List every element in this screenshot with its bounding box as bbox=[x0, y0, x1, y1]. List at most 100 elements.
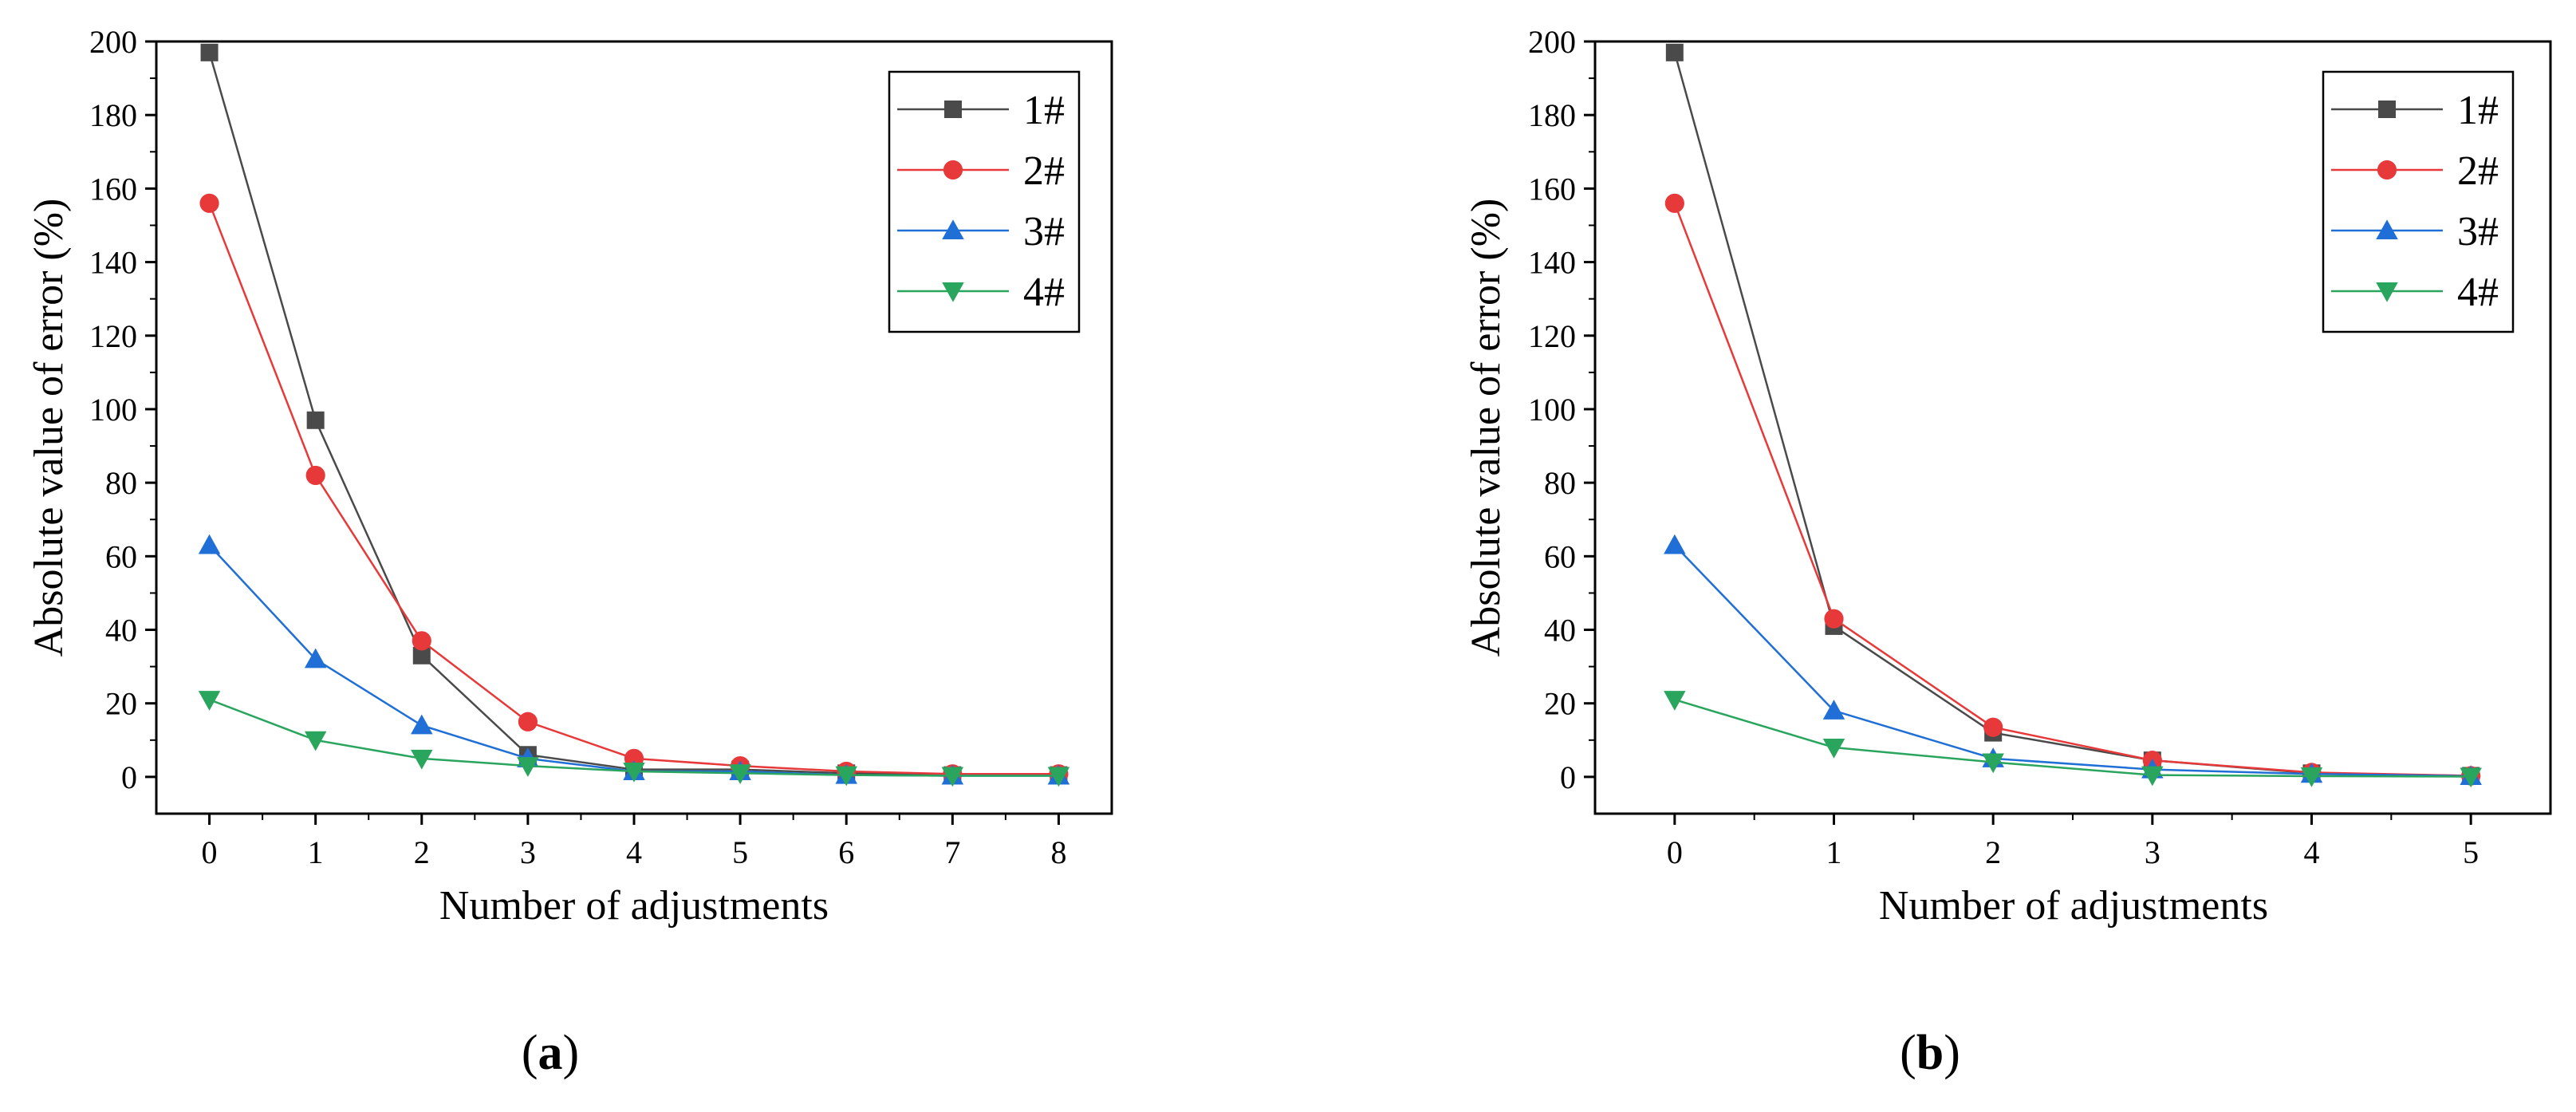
y-tick-label: 80 bbox=[1544, 465, 1576, 501]
x-tick-label: 2 bbox=[1985, 834, 2001, 870]
legend-marker-2 bbox=[943, 160, 963, 180]
x-tick-label: 0 bbox=[1667, 834, 1683, 870]
data-point-series-4 bbox=[304, 731, 327, 751]
data-point-series-4 bbox=[729, 764, 751, 785]
data-point-series-4 bbox=[2460, 767, 2482, 788]
data-point-series-3 bbox=[1664, 534, 1686, 554]
data-point-series-4 bbox=[623, 762, 645, 783]
x-tick-label: 4 bbox=[2304, 834, 2320, 870]
panel-label: (a) bbox=[522, 1026, 579, 1080]
y-tick-label: 180 bbox=[1528, 97, 1576, 133]
x-axis-title: Number of adjustments bbox=[1879, 883, 2268, 929]
data-point-series-4 bbox=[517, 757, 539, 777]
x-tick-label: 1 bbox=[1826, 834, 1842, 870]
data-point-series-1 bbox=[200, 43, 219, 61]
data-point-series-1 bbox=[412, 646, 431, 664]
legend-marker-3 bbox=[942, 219, 964, 239]
legend-label-4: 4# bbox=[2457, 270, 2499, 315]
y-tick-label: 100 bbox=[89, 392, 137, 428]
legend-marker-2 bbox=[2377, 160, 2397, 180]
x-tick-label: 7 bbox=[944, 834, 960, 870]
data-point-series-3 bbox=[411, 714, 433, 735]
data-point-series-4 bbox=[835, 766, 857, 787]
y-tick-label: 80 bbox=[105, 465, 137, 501]
legend-label-3: 3# bbox=[1023, 209, 1065, 254]
legend-marker-1 bbox=[944, 101, 962, 118]
data-point-series-2 bbox=[1664, 193, 1684, 213]
x-tick-label: 1 bbox=[308, 834, 324, 870]
data-point-series-4 bbox=[2300, 767, 2323, 787]
y-tick-label: 100 bbox=[1528, 392, 1576, 428]
x-tick-label: 5 bbox=[732, 834, 748, 870]
x-tick-label: 6 bbox=[838, 834, 854, 870]
x-tick-label: 0 bbox=[202, 834, 218, 870]
y-tick-label: 140 bbox=[89, 245, 137, 281]
x-tick-label: 3 bbox=[520, 834, 536, 870]
data-point-series-3 bbox=[1822, 700, 1845, 720]
data-point-series-3 bbox=[198, 534, 221, 554]
legend-label-3: 3# bbox=[2457, 209, 2499, 254]
y-tick-label: 200 bbox=[89, 24, 137, 60]
data-point-series-4 bbox=[198, 691, 221, 711]
data-point-series-2 bbox=[412, 631, 431, 651]
y-tick-label: 20 bbox=[1544, 686, 1576, 722]
data-point-series-4 bbox=[2141, 766, 2164, 787]
legend-label-4: 4# bbox=[1023, 270, 1065, 315]
series-line-4 bbox=[1674, 698, 2472, 778]
y-tick-label: 0 bbox=[121, 759, 137, 795]
legend-label-2: 2# bbox=[1023, 148, 1065, 194]
y-tick-label: 120 bbox=[1528, 318, 1576, 354]
y-tick-label: 20 bbox=[105, 686, 137, 722]
data-point-series-2 bbox=[518, 712, 538, 731]
data-point-series-2 bbox=[199, 193, 219, 213]
series-line-3 bbox=[1673, 544, 2472, 778]
x-axis-title: Number of adjustments bbox=[439, 883, 829, 929]
x-tick-label: 2 bbox=[414, 834, 430, 870]
data-point-series-3 bbox=[304, 648, 327, 668]
data-point-series-1 bbox=[1665, 43, 1684, 61]
chart-panel-a: 0 20 40 60 80 100 120 140 160 180 200 0 1 2 3 4 5 6 7 8 Numb… bbox=[26, 24, 1113, 1080]
series-line-2 bbox=[1673, 203, 2472, 777]
legend-label-1: 1# bbox=[1023, 88, 1065, 133]
data-point-series-4 bbox=[1822, 739, 1845, 759]
data-point-series-1 bbox=[306, 411, 325, 429]
y-tick-label: 60 bbox=[105, 538, 137, 574]
data-point-series-4 bbox=[1982, 753, 2004, 774]
data-point-series-4 bbox=[1047, 767, 1070, 787]
x-tick-label: 8 bbox=[1050, 834, 1066, 870]
series-line-3 bbox=[208, 544, 1059, 777]
y-tick-label: 40 bbox=[105, 613, 137, 649]
x-tick-label: 4 bbox=[626, 834, 642, 870]
y-tick-label: 40 bbox=[1544, 613, 1576, 649]
legend-box bbox=[2322, 70, 2515, 333]
legend-label-2: 2# bbox=[2457, 148, 2499, 194]
data-point-series-2 bbox=[1983, 717, 2003, 737]
legend-marker-4 bbox=[2376, 282, 2398, 302]
x-tick-label: 5 bbox=[2463, 834, 2479, 870]
y-tick-label: 120 bbox=[89, 318, 137, 354]
chart-panel-b: 0 20 40 60 80 100 120 140 160 180 200 0 1 2 3 4 5 Number … bbox=[1463, 24, 2552, 1080]
y-tick-label: 160 bbox=[89, 171, 137, 207]
legend-box bbox=[888, 70, 1081, 333]
data-point-series-4 bbox=[1664, 691, 1686, 711]
panel-label: (b) bbox=[1900, 1026, 1960, 1080]
legend-marker-1 bbox=[2378, 101, 2396, 118]
y-axis-title: Absolute value of error (%) bbox=[1463, 199, 1509, 657]
y-tick-label: 60 bbox=[1544, 538, 1576, 574]
y-axis-title: Absolute value of error (%) bbox=[26, 199, 72, 657]
legend-marker-3 bbox=[2376, 219, 2398, 239]
y-tick-label: 160 bbox=[1528, 171, 1576, 207]
y-tick-label: 0 bbox=[1560, 759, 1576, 795]
data-point-series-4 bbox=[941, 767, 964, 787]
legend-marker-4 bbox=[942, 282, 964, 302]
y-tick-label: 180 bbox=[89, 97, 137, 133]
data-point-series-4 bbox=[411, 749, 433, 770]
data-point-series-2 bbox=[305, 465, 325, 486]
x-tick-label: 3 bbox=[2145, 834, 2160, 870]
legend-label-1: 1# bbox=[2457, 88, 2499, 133]
y-tick-label: 140 bbox=[1528, 245, 1576, 281]
y-tick-label: 200 bbox=[1528, 24, 1576, 60]
data-point-series-2 bbox=[1824, 609, 1844, 629]
